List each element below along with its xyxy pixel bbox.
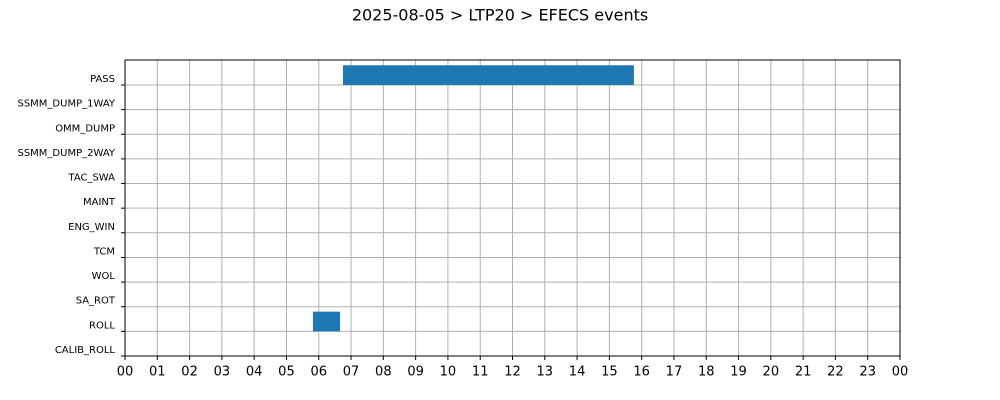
x-tick-label: 17 [666, 365, 683, 380]
x-tick-label: 04 [246, 365, 263, 380]
y-tick-label: SA_ROT [76, 296, 116, 307]
x-tick-label: 20 [763, 365, 780, 380]
y-tick-label: PASS [90, 74, 115, 85]
y-tick-label: TCM [93, 246, 115, 257]
x-tick-label: 13 [537, 365, 554, 380]
y-tick-label: MAINT [83, 197, 116, 208]
x-tick-label: 05 [278, 365, 295, 380]
x-tick-label: 23 [859, 365, 876, 380]
x-tick-label: 00 [892, 365, 909, 380]
y-tick-label: WOL [92, 271, 116, 282]
y-tick-label: CALIB_ROLL [55, 345, 116, 356]
x-tick-label: 14 [569, 365, 586, 380]
x-tick-label: 03 [214, 365, 231, 380]
chart-title: 2025-08-05 > LTP20 > EFECS events [352, 6, 648, 25]
x-tick-label: 02 [181, 365, 198, 380]
y-tick-label: ROLL [89, 320, 115, 331]
x-tick-label: 07 [343, 365, 360, 380]
x-tick-label: 08 [375, 365, 392, 380]
x-tick-label: 19 [730, 365, 747, 380]
x-tick-label: 18 [698, 365, 715, 380]
x-tick-label: 10 [440, 365, 457, 380]
y-tick-label: TAC_SWA [67, 173, 115, 184]
x-tick-label: 00 [117, 365, 134, 380]
event-bar [342, 65, 634, 85]
y-tick-label: OMM_DUMP [55, 123, 115, 134]
x-tick-label: 11 [472, 365, 489, 380]
x-tick-label: 01 [149, 365, 166, 380]
x-tick-label: 09 [407, 365, 424, 380]
x-tick-label: 21 [795, 365, 812, 380]
plot-frame [124, 59, 901, 357]
event-bar [312, 311, 341, 332]
y-tick-label: SSMM_DUMP_2WAY [17, 148, 115, 159]
x-tick-label: 15 [601, 365, 618, 380]
x-tick-label: 12 [504, 365, 521, 380]
x-tick-label: 06 [310, 365, 327, 380]
x-tick-label: 22 [827, 365, 844, 380]
y-tick-label: SSMM_DUMP_1WAY [17, 99, 115, 110]
y-tick-label: ENG_WIN [68, 222, 115, 233]
x-tick-label: 16 [633, 365, 650, 380]
